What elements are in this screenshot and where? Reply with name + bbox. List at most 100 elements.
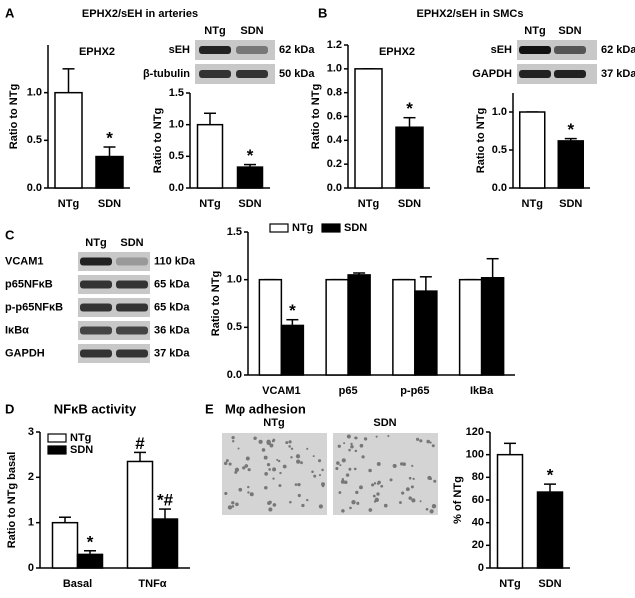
cell	[356, 501, 360, 505]
y-tick-label: 0.5	[169, 150, 184, 162]
blot-band	[554, 70, 586, 78]
cell	[301, 503, 305, 508]
y-tick-label: 40	[472, 517, 484, 529]
cell	[290, 456, 293, 459]
cell	[402, 462, 406, 466]
cell	[354, 449, 358, 453]
y-tick-label: 0.5	[27, 134, 42, 146]
y-tick-label: 1	[28, 517, 34, 529]
annotation: *	[247, 146, 254, 165]
cell	[288, 445, 291, 448]
x-tick-label: IkBa	[470, 385, 494, 397]
blot-band	[116, 326, 148, 335]
bar	[557, 140, 584, 189]
x-tick-label: NTg	[499, 578, 520, 590]
x-tick-label: p65	[339, 385, 358, 397]
legend-label: NTg	[70, 432, 91, 444]
cell	[282, 464, 287, 469]
cell	[380, 484, 384, 488]
y-tick-label: 80	[472, 471, 484, 483]
cell	[350, 442, 353, 446]
cell	[361, 455, 365, 459]
cell	[368, 468, 372, 473]
y-tick-label: 1.5	[227, 226, 242, 238]
y-axis-label: Ratio to NTg	[8, 84, 20, 149]
x-tick-label: NTg	[522, 198, 543, 210]
cell	[348, 467, 352, 471]
cell	[234, 470, 238, 474]
x-tick-label: p-p65	[400, 385, 429, 397]
cell	[224, 491, 228, 496]
cell	[359, 485, 363, 490]
cell	[341, 478, 345, 481]
cell	[258, 439, 263, 444]
x-tick-label: VCAM1	[262, 385, 301, 397]
blot-band	[554, 46, 586, 54]
bar	[392, 278, 416, 376]
blot-band	[199, 70, 231, 78]
y-tick-label: 20	[472, 539, 484, 551]
y-tick-label: 1.0	[27, 87, 42, 99]
chart-title: EPHX2	[79, 46, 115, 58]
cell	[336, 461, 340, 465]
blot-column-label: SDN	[558, 25, 581, 37]
panel-letter: D	[5, 401, 14, 416]
legend-swatch	[47, 445, 67, 455]
y-tick-label: 60	[472, 494, 484, 506]
cell	[223, 461, 228, 466]
cell	[261, 448, 266, 452]
y-tick-label: 0.4	[327, 134, 343, 146]
blot-size: 37 kDa	[154, 347, 190, 359]
micrograph-label: SDN	[373, 417, 396, 429]
cell	[297, 493, 301, 498]
y-axis-label: % of NTg	[452, 476, 464, 524]
bar	[480, 277, 505, 376]
bar	[258, 278, 283, 376]
y-tick-label: 0.6	[327, 110, 342, 122]
cell	[285, 441, 289, 445]
bar	[51, 521, 79, 569]
cell	[312, 455, 315, 458]
blot-band	[116, 349, 148, 358]
y-tick-label: 100	[466, 449, 484, 461]
panel-letter: C	[5, 227, 15, 242]
blot-row-label: IκBα	[5, 324, 29, 336]
cell	[300, 461, 303, 465]
annotation: *	[87, 532, 94, 551]
cell	[376, 492, 380, 496]
cell	[244, 464, 249, 468]
cell	[321, 484, 325, 488]
cell	[272, 503, 277, 507]
blot-size: 62 kDa	[601, 44, 635, 56]
cell	[253, 436, 257, 440]
blot-row-label: GAPDH	[472, 68, 512, 80]
cell	[429, 509, 434, 514]
x-tick-label: SDN	[98, 198, 121, 210]
cell	[276, 458, 279, 461]
blot-band	[116, 303, 148, 312]
cell	[318, 459, 322, 463]
y-tick-label: 0.0	[27, 182, 42, 194]
blot-column-label: NTg	[85, 237, 106, 249]
blot-band	[80, 349, 112, 358]
blot-strip	[78, 275, 150, 294]
cell	[313, 474, 317, 478]
y-tick-label: 0.0	[492, 182, 507, 194]
cell	[296, 459, 301, 464]
cell	[269, 443, 274, 448]
bar	[95, 155, 124, 189]
cell	[237, 447, 240, 450]
blot-strip	[195, 40, 275, 60]
cell	[227, 505, 233, 510]
blot-band	[80, 257, 112, 266]
blot-band	[116, 280, 148, 289]
cell	[231, 435, 235, 440]
y-tick-label: 0.8	[327, 87, 342, 99]
blot-row-label: VCAM1	[5, 255, 44, 267]
cell	[363, 437, 368, 441]
cell	[268, 468, 271, 471]
chart-title: EPHX2	[379, 46, 415, 58]
cell	[231, 501, 235, 505]
legend-swatch	[269, 223, 289, 233]
cell	[411, 498, 416, 503]
